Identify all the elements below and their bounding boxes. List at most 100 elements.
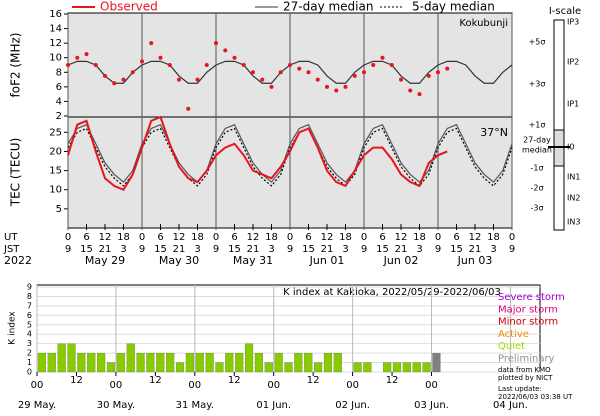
y-tick-label: 0	[27, 368, 32, 377]
y-tick-label: 14	[49, 24, 62, 35]
jst-tick-label: 15	[228, 244, 241, 255]
y-tick-label: 2	[56, 111, 62, 122]
jst-tick-label: 21	[321, 244, 334, 255]
observed-point	[195, 77, 200, 82]
date-label: May 31	[233, 254, 273, 267]
k-bar	[37, 352, 47, 373]
y-tick-label: 5	[27, 320, 32, 329]
observed-point	[260, 77, 265, 82]
k-bar	[156, 352, 165, 373]
credit: data from KMO	[498, 366, 551, 374]
k-bar	[67, 343, 76, 373]
jst-tick-label: 3	[120, 244, 126, 255]
y-tick-label: 8	[27, 292, 32, 301]
iscale-sigma: +1σ	[529, 121, 546, 130]
iscale-sigma: +3σ	[529, 80, 546, 89]
observed-point	[343, 84, 348, 89]
k-bar	[175, 362, 185, 373]
x-tick-label: 6	[305, 232, 311, 243]
iscale-sigma: median	[522, 146, 552, 155]
jst-tick-label: 21	[247, 244, 260, 255]
k-bar	[422, 362, 431, 373]
date-label: 31 May.	[176, 400, 214, 411]
k-bar	[116, 352, 125, 373]
observed-point	[167, 63, 172, 67]
jst-tick-label: 21	[173, 244, 186, 255]
x-tick-label: 12	[173, 232, 186, 243]
update: Last update:	[498, 385, 542, 393]
jst-tick-label: 15	[376, 244, 389, 255]
x-tick-label: 12	[307, 375, 320, 386]
legend-label: Severe storm	[498, 292, 565, 303]
k-bar	[304, 352, 313, 373]
x-tick-label: 12	[149, 375, 162, 386]
iscale-level: IP3	[567, 18, 579, 27]
observed-point	[130, 70, 135, 75]
x-tick-label: 12	[395, 232, 408, 243]
k-bar	[284, 362, 293, 373]
date-label: 29 May.	[18, 400, 56, 411]
k-bar	[412, 362, 421, 373]
iscale-sigma: +5σ	[529, 38, 546, 47]
date-label: Jun 02	[383, 254, 419, 267]
observed-point	[426, 73, 431, 78]
date-label: 03 Jun.	[414, 400, 449, 411]
observed-point	[177, 77, 181, 82]
iscale-level: IN1	[567, 173, 580, 182]
observed-point	[371, 63, 376, 67]
observed-point	[232, 55, 237, 60]
observed-point	[149, 41, 154, 46]
x-tick-label: 00	[267, 380, 280, 391]
observed-point	[158, 55, 163, 60]
jst-tick-label: 9	[139, 244, 145, 255]
observed-point	[103, 73, 107, 78]
x-tick-label: 00	[346, 380, 359, 391]
y-tick-label: 16	[49, 9, 62, 20]
k-bar	[77, 352, 86, 373]
jst-tick-label: 9	[65, 244, 71, 255]
iscale-level: IN2	[567, 194, 580, 203]
jst-tick-label: 9	[287, 244, 293, 255]
y-axis-label: foF2 (MHz)	[9, 33, 23, 98]
x-tick-label: 0	[139, 232, 145, 243]
y-tick-label: 3	[27, 339, 32, 348]
observed-point	[84, 52, 89, 57]
jst-tick-label: 15	[450, 244, 463, 255]
observed-point	[269, 84, 274, 89]
y-tick-label: 8	[56, 67, 62, 78]
legend-label: Active	[498, 329, 529, 340]
jst-label: JST	[3, 244, 20, 255]
observed-point	[278, 70, 283, 75]
observed-point	[445, 66, 450, 71]
y-tick-label: 4	[27, 330, 32, 339]
y-tick-label: 2	[27, 349, 32, 358]
x-tick-label: 6	[379, 232, 385, 243]
observed-point	[121, 77, 126, 82]
observed-point	[417, 92, 422, 97]
jst-tick-label: 9	[435, 244, 441, 255]
y-axis-label: TEC (TECU)	[9, 138, 23, 208]
x-tick-label: 00	[110, 380, 123, 391]
x-tick-label: 0	[509, 232, 515, 243]
legend-label: 27-day median	[283, 0, 373, 14]
y-tick-label: 4	[56, 96, 62, 107]
ut-label: UT	[4, 232, 18, 243]
observed-point	[223, 48, 228, 53]
jst-tick-label: 9	[213, 244, 219, 255]
x-tick-label: 00	[31, 380, 44, 391]
date-label: Jun 03	[457, 254, 493, 267]
date-label: Jun 01	[309, 254, 345, 267]
chart-title: K index at Kakioka, 2022/05/29-2022/06/0…	[283, 287, 501, 298]
k-bar	[205, 352, 214, 373]
iscale-sigma: -2σ	[530, 184, 543, 193]
iscale-sigma: -1σ	[530, 164, 543, 173]
legend-label: Major storm	[498, 304, 558, 315]
x-tick-label: 18	[265, 232, 278, 243]
observed-point	[214, 41, 218, 46]
date-label: 30 May.	[97, 400, 135, 411]
legend-label: Minor storm	[498, 317, 558, 328]
legend-label: 5-day median	[412, 0, 495, 14]
observed-point	[251, 70, 255, 75]
jst-tick-label: 21	[99, 244, 112, 255]
x-tick-label: 6	[83, 232, 89, 243]
